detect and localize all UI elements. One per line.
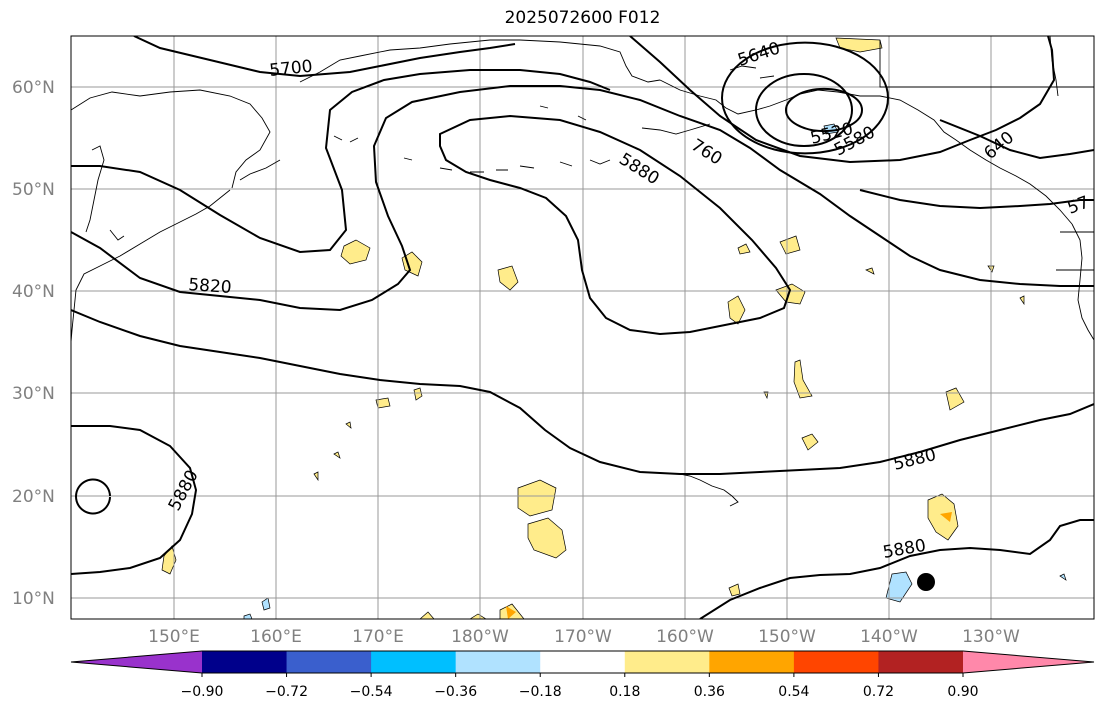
colorbar-tick-label: 0.54 <box>778 684 809 700</box>
colorbar-tick-label: −0.90 <box>181 684 224 700</box>
contour-label: 5820 <box>188 275 233 298</box>
lon-label: 170°W <box>554 627 612 647</box>
lon-label: 180°W <box>451 627 509 647</box>
lat-label: 40°N <box>12 282 55 302</box>
colorbar-tick-label: 0.90 <box>947 684 978 700</box>
colorbar-bin <box>540 651 626 673</box>
lon-label: 160°E <box>250 627 302 647</box>
negative-field-shading <box>243 123 1067 619</box>
colorbar-tick-label: −0.72 <box>265 684 308 700</box>
colorbar-tick-label: 0.72 <box>863 684 894 700</box>
colorbar-tick-label: 0.36 <box>694 684 725 700</box>
lat-label: 20°N <box>12 487 55 507</box>
height-contours <box>71 36 1094 619</box>
map-frame <box>70 35 1095 620</box>
lat-label: 50°N <box>12 180 55 200</box>
contour-label: 5700 <box>268 57 313 81</box>
positive-field-shading <box>161 37 1025 619</box>
lat-lon-grid <box>71 36 1094 619</box>
lon-label: 130°W <box>962 627 1020 647</box>
lat-label: 60°N <box>12 78 55 98</box>
colorbar-bin <box>709 651 795 673</box>
colorbar-extend-low <box>71 651 202 673</box>
colorbar-tick-label: −0.18 <box>519 684 562 700</box>
colorbar-tick-label: −0.54 <box>350 684 393 700</box>
colorbar-bin <box>455 651 541 673</box>
lat-label: 10°N <box>12 589 55 609</box>
colorbar: −0.90 −0.72 −0.54 −0.36 −0.18 0.18 0.36 0.54 0.7… <box>70 650 1095 700</box>
positive-field-core <box>506 512 952 619</box>
colorbar-tick-label: 0.18 <box>609 684 640 700</box>
storm-center-marker <box>917 573 935 591</box>
colorbar-bin <box>624 651 710 673</box>
colorbar-tick-label: −0.36 <box>434 684 477 700</box>
colorbar-bin <box>371 651 457 673</box>
colorbar-bin <box>793 651 879 673</box>
colorbar-bin <box>202 651 288 673</box>
lon-label: 140°W <box>860 627 918 647</box>
lon-label: 160°W <box>656 627 714 647</box>
lon-label: 150°W <box>758 627 816 647</box>
colorbar-extend-high <box>963 651 1094 673</box>
colorbar-bin <box>286 651 372 673</box>
lon-label: 150°E <box>148 627 200 647</box>
colorbar-bin <box>878 651 964 673</box>
map-title: 2025072600 F012 <box>504 8 661 28</box>
lat-labels: 60°N 50°N 40°N 30°N 20°N 10°N <box>12 78 55 609</box>
lon-labels: 150°E 160°E 170°E 180°W 170°W 160°W 150°… <box>148 627 1020 647</box>
lat-label: 30°N <box>12 384 55 404</box>
lon-label: 170°E <box>352 627 404 647</box>
map-area: 5700 5640 5520 5580 640 5880 760 5820 58… <box>71 36 1094 619</box>
